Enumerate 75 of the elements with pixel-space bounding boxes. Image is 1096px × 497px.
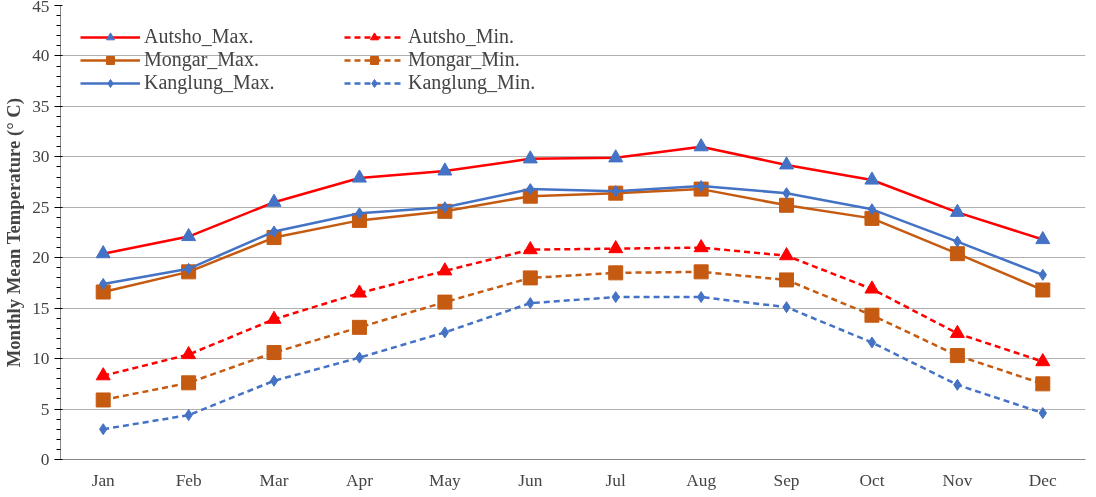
point [867,336,877,349]
point [522,241,538,255]
point [351,169,367,183]
point [522,270,538,286]
legend-label: Autsho_Max. [144,25,255,48]
point [181,227,197,242]
point [440,326,450,339]
x-tick-label: Jul [605,470,626,490]
point [437,294,453,310]
point [608,240,624,254]
point [437,262,453,276]
x-tick-label: Aug [686,470,717,490]
point [1035,282,1051,298]
point [95,392,111,408]
point [693,264,709,280]
point [696,291,706,304]
y-axis-title: Monthly Mean Temperature (° C) [3,98,26,368]
point [779,197,795,213]
point [779,272,795,288]
point [867,203,877,216]
point [949,348,965,364]
point [696,180,706,193]
y-tick-label: 0 [40,450,50,469]
point [693,138,709,152]
point [608,265,624,281]
legend-label: Kanglung_Min. [408,71,537,94]
y-tick-label: 30 [32,147,50,167]
y-tick-label: 5 [40,399,50,419]
x-tick-label: Apr [345,470,374,490]
point [864,171,880,185]
y-tick-label: 40 [32,46,50,66]
point [266,345,282,361]
legend-label: Autsho_Min. [408,25,516,48]
point [864,280,880,294]
point [949,203,965,217]
point [266,193,282,207]
x-tick-label: Dec [1028,470,1058,490]
point [779,247,795,261]
legend-label: Mongar_Max. [144,48,260,71]
point [522,150,538,164]
x-tick-label: Nov [942,470,973,490]
point [1035,230,1051,245]
point [351,284,367,298]
point [1035,376,1051,392]
point [864,307,880,323]
point [269,225,279,238]
point [351,319,367,335]
x-tick-label: Jan [91,470,116,490]
y-tick-label: 20 [32,248,50,268]
x-tick-label: May [428,470,462,490]
point [949,246,965,262]
point [181,375,197,391]
point [779,156,795,170]
point [266,310,282,324]
legend-label: Kanglung_Max. [144,71,276,94]
point [269,374,279,387]
x-tick-label: Mar [259,470,289,490]
legend-label: Mongar_Min. [408,48,521,71]
y-tick-label: 25 [32,197,50,217]
point [693,239,709,253]
point [95,367,111,381]
x-tick-label: Jun [518,470,543,490]
point [608,149,624,163]
point [95,245,111,259]
y-tick-label: 45 [32,0,50,16]
y-tick-label: 15 [32,298,50,318]
x-tick-label: Feb [175,470,202,490]
point [440,201,450,214]
point [1035,353,1051,367]
y-tick-label: 10 [32,349,50,369]
x-tick-label: Oct [859,470,885,490]
point [437,162,453,176]
point [181,345,197,360]
y-tick-label: 35 [32,96,50,116]
x-tick-label: Sep [773,470,800,490]
